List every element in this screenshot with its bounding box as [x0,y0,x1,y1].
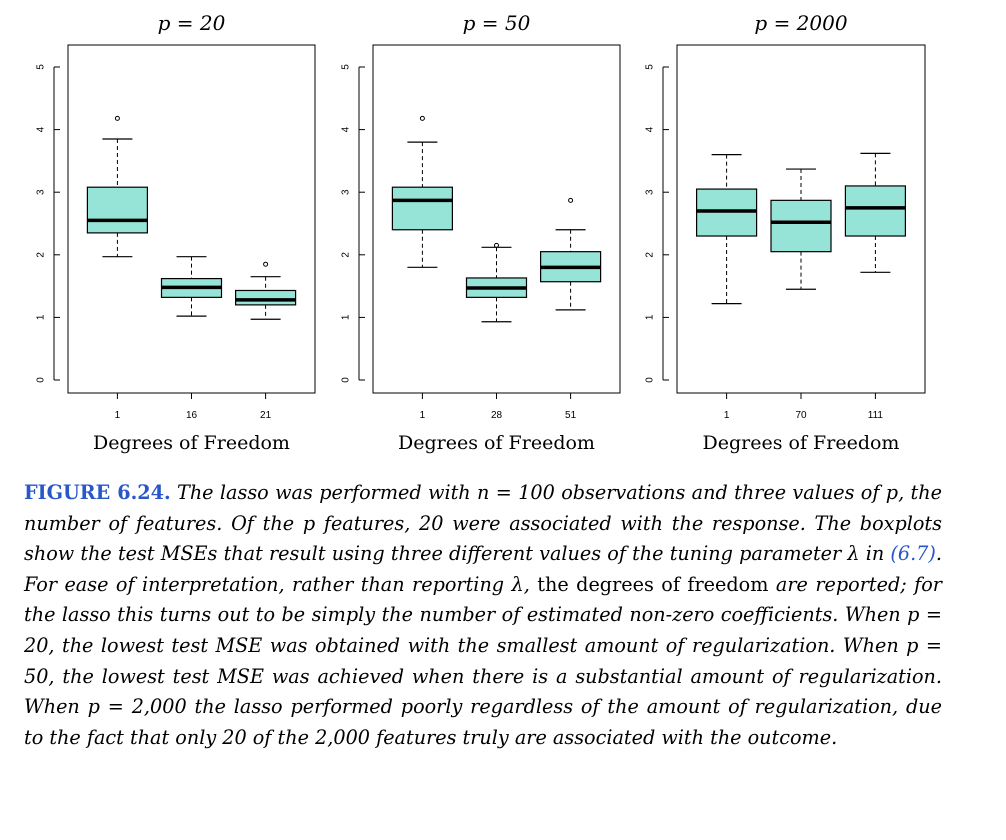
x-axis-label: Degrees of Freedom [93,432,290,454]
caption-text-1: The lasso was performed with n = 100 obs… [24,481,942,566]
y-tick-label: 2 [645,252,656,258]
outlier-point [419,115,425,121]
y-tick-label: 5 [341,64,352,70]
x-tick-label: 1 [115,410,121,421]
panel-title: p = 50 [463,11,531,35]
y-tick-label: 1 [36,314,47,320]
y-tick-label: 0 [645,377,656,383]
y-tick-label: 3 [341,189,352,195]
y-tick-label: 0 [341,377,352,383]
outlier-point [263,261,269,267]
caption-text-3: the degrees of freedom [537,572,769,596]
outlier-point [114,115,120,121]
box [391,186,453,231]
x-tick-label: 28 [491,410,503,421]
x-axis-label: Degrees of Freedom [398,432,595,454]
x-tick-label: 21 [260,410,272,421]
y-tick-label: 0 [36,377,47,383]
y-tick-label: 2 [36,252,47,258]
outlier-point [568,197,574,203]
x-tick-label: 70 [795,410,807,421]
figure-caption: FIGURE 6.24. The lasso was performed wit… [24,478,942,753]
y-tick-label: 3 [36,189,47,195]
y-tick-label: 4 [341,126,352,132]
x-tick-label: 1 [724,410,730,421]
y-tick-label: 4 [645,126,656,132]
y-tick-label: 1 [645,314,656,320]
x-tick-label: 1 [420,410,426,421]
box [770,199,832,253]
figure-label: FIGURE 6.24. [24,481,171,504]
panel-title: p = 20 [158,11,226,35]
y-tick-label: 1 [341,314,352,320]
box [86,186,149,234]
y-tick-label: 5 [645,64,656,70]
box [844,185,907,237]
box [235,289,297,306]
panel-title: p = 2000 [754,11,847,35]
x-tick-label: 111 [868,410,884,421]
caption-text-4: are reported; for the lasso this turns o… [24,572,942,749]
y-tick-label: 5 [36,64,47,70]
outlier-point [494,242,499,248]
x-tick-label: 16 [186,410,198,421]
y-tick-label: 3 [645,189,656,195]
x-tick-label: 51 [565,410,577,421]
y-tick-label: 4 [36,126,47,132]
x-axis-label: Degrees of Freedom [703,432,900,454]
caption-text-2: . For ease of interpretation, rather tha… [24,542,942,596]
equation-reference[interactable]: (6.7) [890,542,936,566]
y-tick-label: 2 [341,252,352,258]
